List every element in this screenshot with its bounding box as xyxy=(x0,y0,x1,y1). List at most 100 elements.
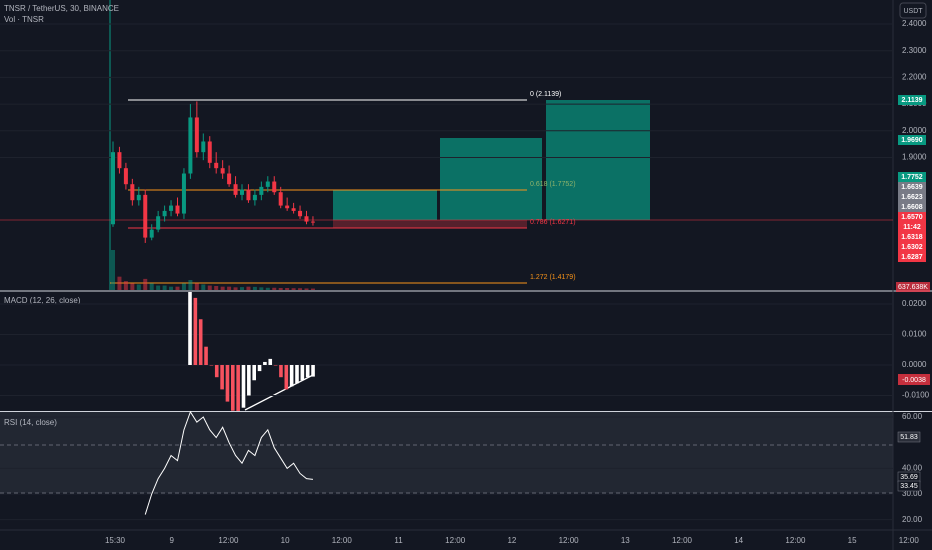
fib-label: 0.618 (1.7752) xyxy=(530,181,576,188)
x-tick-label: 15:30 xyxy=(105,536,126,545)
candle-body xyxy=(136,194,141,201)
macd-bar xyxy=(193,297,198,365)
price-badge xyxy=(898,135,926,145)
volume-bar xyxy=(240,287,244,290)
volume-bar xyxy=(117,276,122,290)
trend-line[interactable] xyxy=(244,374,314,411)
price-badge xyxy=(898,212,926,222)
candle-body xyxy=(220,168,225,174)
x-tick-label: 9 xyxy=(169,536,174,545)
volume-bar xyxy=(246,286,251,290)
x-tick-label: 12 xyxy=(507,536,516,545)
volume-bar xyxy=(265,287,270,290)
macd-bar xyxy=(284,365,289,390)
price-badge-label: 1.9690 xyxy=(901,137,923,144)
candle-body xyxy=(130,184,135,201)
macd-bar xyxy=(300,365,305,381)
currency-label: USDT xyxy=(903,8,923,15)
candle-body xyxy=(169,205,174,211)
macd-bar xyxy=(289,365,294,387)
price-badge-label: 1.6608 xyxy=(901,204,923,211)
x-tick-label: 15 xyxy=(848,536,857,545)
macd-title[interactable]: MACD (12, 26, close) xyxy=(4,296,81,305)
volume-bar xyxy=(310,288,315,290)
macd-bar xyxy=(236,365,240,411)
macd-bar xyxy=(257,365,262,372)
candle-body xyxy=(194,117,199,153)
candle-body xyxy=(207,141,212,163)
x-tick-label: 10 xyxy=(281,536,290,545)
price-badge xyxy=(898,232,926,242)
x-tick-label: 13 xyxy=(621,536,630,545)
currency-button[interactable] xyxy=(899,2,927,19)
candle-body xyxy=(272,181,277,193)
y-tick-label: 30.00 xyxy=(902,489,923,498)
macd-histogram xyxy=(188,292,315,411)
price-badge xyxy=(898,182,926,192)
x-tick-label: 12:00 xyxy=(445,536,466,545)
volume-bar xyxy=(156,285,161,290)
candle-body xyxy=(304,216,309,222)
position-box[interactable] xyxy=(333,190,437,220)
x-tick-label: 12:00 xyxy=(559,536,580,545)
volume-bar xyxy=(136,284,141,290)
fib-label: 0 (2.1139) xyxy=(530,91,561,98)
macd-bar xyxy=(268,358,273,365)
volume-bar xyxy=(278,288,283,290)
y-tick-label: 2.4000 xyxy=(902,19,927,28)
x-tick-label: 12:00 xyxy=(332,536,353,545)
y-tick-label: 2.3000 xyxy=(902,46,927,55)
stop-box[interactable] xyxy=(333,220,527,228)
candle-body xyxy=(162,210,167,217)
candle-body xyxy=(233,184,238,195)
volume-bar xyxy=(201,284,206,290)
volume-bar xyxy=(143,278,148,290)
candle-body xyxy=(149,229,154,238)
price-badge-label: 1.6287 xyxy=(901,254,923,261)
volume-bar xyxy=(298,288,303,290)
y-tick-label: 2.0000 xyxy=(902,126,927,135)
candle-body xyxy=(201,141,206,153)
candle-body xyxy=(278,192,283,206)
volume-bar xyxy=(285,288,290,290)
price-badge-label: 1.6570 xyxy=(901,214,923,221)
macd-bar xyxy=(198,319,203,365)
candle-body xyxy=(227,173,232,185)
volume-bar xyxy=(252,286,257,290)
price-badge xyxy=(898,95,926,105)
price-badge-label: 11:42 xyxy=(903,224,921,231)
rsi-badge xyxy=(897,480,921,492)
y-tick-label: 0.0200 xyxy=(902,299,927,308)
price-badge-label: 1.6639 xyxy=(901,184,923,191)
macd-bar xyxy=(220,365,224,390)
rsi-band xyxy=(0,412,893,493)
macd-bar xyxy=(188,292,192,365)
candle-body xyxy=(291,208,296,211)
volume-bar xyxy=(304,288,309,290)
symbol-title[interactable]: TNSR / TetherUS, 30, BINANCE xyxy=(4,4,119,13)
candle-body xyxy=(240,189,244,195)
macd-bar xyxy=(252,365,256,381)
y-tick-label: -0.0100 xyxy=(902,391,930,400)
volume-title[interactable]: Vol · TNSR xyxy=(4,15,44,24)
volume-bar xyxy=(175,286,180,290)
price-badge xyxy=(898,202,926,212)
candle-body xyxy=(156,216,161,230)
candle-body xyxy=(214,162,219,169)
volume-bar xyxy=(220,286,225,290)
candle-body xyxy=(175,205,180,214)
volume-bar xyxy=(169,286,174,290)
position-box[interactable] xyxy=(440,138,542,220)
position-box[interactable] xyxy=(546,100,650,220)
price-badge-label: 1.6623 xyxy=(901,194,923,201)
candle-body xyxy=(310,221,315,223)
macd-bar xyxy=(305,365,310,378)
volume-bar xyxy=(123,281,128,290)
y-tick-label: 0.0100 xyxy=(902,330,927,339)
macd-bar xyxy=(279,365,283,378)
fib-label: 0.786 (1.6271) xyxy=(530,219,576,226)
price-badge-label: 1.6302 xyxy=(901,244,923,251)
volume-bar xyxy=(188,280,193,290)
rsi-title[interactable]: RSI (14, close) xyxy=(4,418,57,427)
